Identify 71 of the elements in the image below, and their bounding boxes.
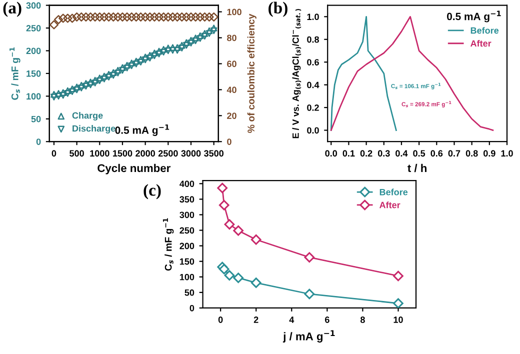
x-tick-label: 0.3 (378, 150, 390, 157)
y-tick-label: 200 (26, 48, 41, 54)
chart-title: (c) (144, 184, 161, 200)
y2-tick-label: 20 (227, 112, 236, 119)
x-tick-label: 1500 (113, 150, 132, 157)
x-axis-title: Cycle number (98, 164, 170, 174)
y-tick-label: 50 (184, 289, 194, 296)
x-tick-label: 2500 (158, 150, 178, 157)
x-tick-label: 8 (360, 316, 365, 323)
chart-title: (b) (268, 2, 288, 17)
annotation: 0.5 mA g$^{−1}$ (115, 124, 170, 136)
x-tick-label: 1.0 (501, 150, 513, 157)
y-tick-label: 1.0 (307, 14, 319, 20)
y2-tick-label: 60 (227, 60, 236, 68)
y-axis-title: E / V vs. Ag$_{(s)}$/AgCl$_{(s)}$/Cl$^{−}$$_{(sat.)}$ (292, 9, 302, 138)
x-tick-label: 0.4 (396, 150, 408, 157)
x-tick-label: 3000 (181, 150, 201, 157)
x-tick-label: 0.5 (413, 150, 426, 157)
y-axis-title: C$_{s}$ / mF g$^{−1}$ (10, 47, 20, 100)
x-tick-label: 0.9 (483, 150, 496, 157)
y-tick-label: 0.6 (307, 59, 319, 66)
legend-label: After (470, 40, 492, 47)
x-tick-label: 4 (289, 316, 294, 323)
x-axis-title: t / h (408, 164, 426, 172)
x-tick-label: 0 (52, 150, 56, 157)
x-tick-label: 0.2 (360, 150, 372, 157)
y-tick-label: 0.4 (307, 82, 320, 88)
y-tick-label: 0.0 (307, 127, 319, 134)
y-tick-label: 150 (26, 70, 41, 77)
x-tick-label: 3500 (204, 150, 224, 157)
x-tick-label: 500 (70, 150, 84, 157)
y-tick-label: 0 (190, 304, 194, 312)
legend-label: Before (470, 27, 499, 34)
y-tick-label: 350 (180, 196, 194, 203)
x-tick-label: 10 (394, 316, 403, 323)
x-tick-label: 0 (218, 316, 223, 323)
y2-tick-label: 40 (226, 86, 236, 94)
y2-tick-label: 0 (227, 138, 232, 145)
y-tick-label: 250 (26, 24, 41, 32)
x-tick-label: 6 (324, 316, 330, 323)
x-tick-label: 0.6 (430, 150, 443, 157)
y-tick-label: 0.8 (307, 36, 319, 43)
legend-label: Before (380, 188, 408, 196)
y-axis-title: C$_{s}$ / mF g$^{−1}$ (162, 218, 174, 271)
y2-tick-label: 80 (227, 34, 236, 42)
y-tick-label: 0.2 (307, 104, 319, 111)
x-tick-label: 1000 (90, 150, 110, 157)
y-tick-label: 250 (180, 227, 194, 234)
y-tick-label: 150 (180, 258, 194, 265)
legend-label: After (380, 202, 400, 208)
x-tick-label: 0.1 (342, 150, 355, 157)
y-tick-label: 300 (26, 2, 41, 9)
y-tick-label: 400 (180, 180, 194, 188)
y-tick-label: 200 (180, 242, 194, 250)
y2-tick-label: 100 (227, 8, 242, 16)
y-tick-label: 0 (36, 138, 41, 145)
x-tick-label: 0.7 (448, 150, 460, 157)
x-tick-label: 0.8 (466, 150, 478, 157)
x-tick-label: 2 (254, 316, 258, 323)
legend-label: Discharge (72, 125, 116, 134)
y-tick-label: 300 (180, 212, 194, 218)
y-tick-label: 100 (26, 93, 41, 100)
chart-title: (a) (3, 2, 22, 17)
x-axis-title: j / mA g$^{−1}$ (282, 330, 335, 343)
annotation: 0.5 mA g$^{−1}$ (447, 10, 501, 22)
y-tick-label: 50 (31, 116, 41, 122)
x-tick-label: 2000 (136, 150, 155, 157)
y-tick-label: 100 (180, 274, 194, 280)
y2-axis-title: % of coulombic efficiency (247, 14, 256, 133)
legend-label: Charge (72, 112, 103, 121)
x-tick-label: 0.0 (325, 150, 338, 157)
